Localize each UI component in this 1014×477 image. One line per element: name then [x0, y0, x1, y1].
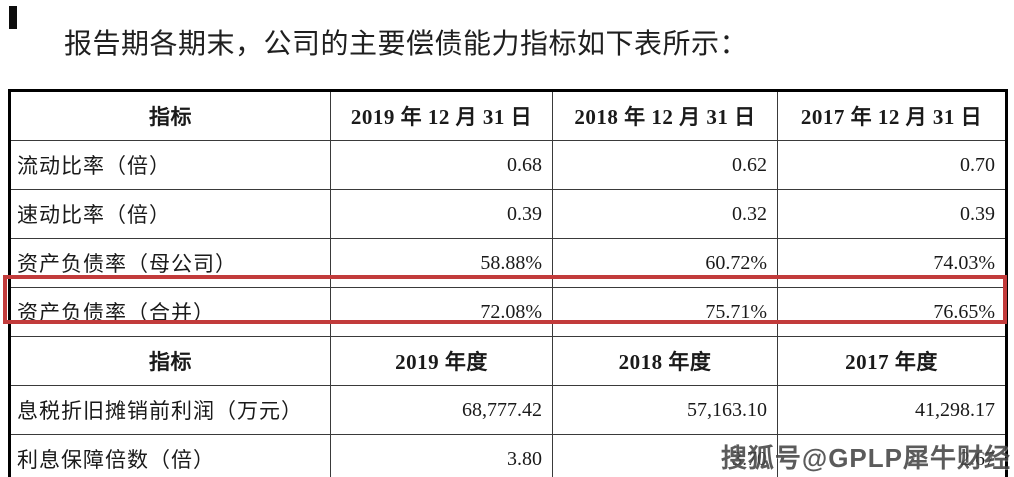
table-row-interest-coverage: 利息保障倍数（倍） 3.80 3.70 2.67 — [9, 434, 1007, 477]
row-label: 利息保障倍数（倍） — [9, 434, 331, 477]
value-cell: 76.65% — [777, 287, 1007, 337]
value-cell: 72.08% — [330, 287, 553, 337]
header-cell-2019-12-31: 2019 年 12 月 31 日 — [330, 90, 553, 141]
value-cell: 60.72% — [552, 238, 778, 288]
row-label: 资产负债率（母公司） — [9, 238, 331, 288]
header-cell-indicator: 指标 — [9, 90, 331, 141]
value-cell: 3.70 — [552, 434, 778, 477]
table-row-quick-ratio: 速动比率（倍） 0.39 0.32 0.39 — [9, 189, 1007, 239]
table-row-ebitda: 息税折旧摊销前利润（万元） 68,777.42 57,163.10 41,298… — [9, 385, 1007, 435]
value-cell: 41,298.17 — [777, 385, 1007, 435]
value-cell: 0.62 — [552, 140, 778, 190]
row-label: 息税折旧摊销前利润（万元） — [9, 385, 331, 435]
value-cell: 2.67 — [777, 434, 1007, 477]
value-cell: 3.80 — [330, 434, 553, 477]
table-row-current-ratio: 流动比率（倍） 0.68 0.62 0.70 — [9, 140, 1007, 190]
header-cell-2018: 2018 年度 — [552, 336, 778, 386]
header-cell-2019: 2019 年度 — [330, 336, 553, 386]
page-artifact-tick — [9, 6, 17, 29]
header-cell-2017: 2017 年度 — [777, 336, 1007, 386]
row-label: 流动比率（倍） — [9, 140, 331, 190]
row-label: 速动比率（倍） — [9, 189, 331, 239]
value-cell: 75.71% — [552, 287, 778, 337]
header-cell-2018-12-31: 2018 年 12 月 31 日 — [552, 90, 778, 141]
table-header-row-period-end: 指标 2019 年 12 月 31 日 2018 年 12 月 31 日 201… — [9, 90, 1007, 141]
solvency-indicators-table: 指标 2019 年 12 月 31 日 2018 年 12 月 31 日 201… — [8, 89, 1008, 477]
value-cell: 0.70 — [777, 140, 1007, 190]
watermark: 搜狐号@GPLP犀牛财经 — [720, 443, 1011, 473]
row-label: 资产负债率（合并） — [9, 287, 331, 337]
value-cell: 0.68 — [330, 140, 553, 190]
table-row-debt-ratio-parent: 资产负债率（母公司） 58.88% 60.72% 74.03% — [9, 238, 1007, 288]
value-cell: 74.03% — [777, 238, 1007, 288]
table-header-row-annual: 指标 2019 年度 2018 年度 2017 年度 — [9, 336, 1007, 386]
value-cell: 58.88% — [330, 238, 553, 288]
value-cell: 0.39 — [777, 189, 1007, 239]
value-cell: 68,777.42 — [330, 385, 553, 435]
value-cell: 57,163.10 — [552, 385, 778, 435]
value-cell: 0.32 — [552, 189, 778, 239]
value-cell: 0.39 — [330, 189, 553, 239]
intro-text: 报告期各期末，公司的主要偿债能力指标如下表所示： — [64, 29, 749, 60]
table-row-debt-ratio-consolidated: 资产负债率（合并） 72.08% 75.71% 76.65% — [9, 287, 1007, 337]
header-cell-indicator: 指标 — [9, 336, 331, 386]
header-cell-2017-12-31: 2017 年 12 月 31 日 — [777, 90, 1007, 141]
